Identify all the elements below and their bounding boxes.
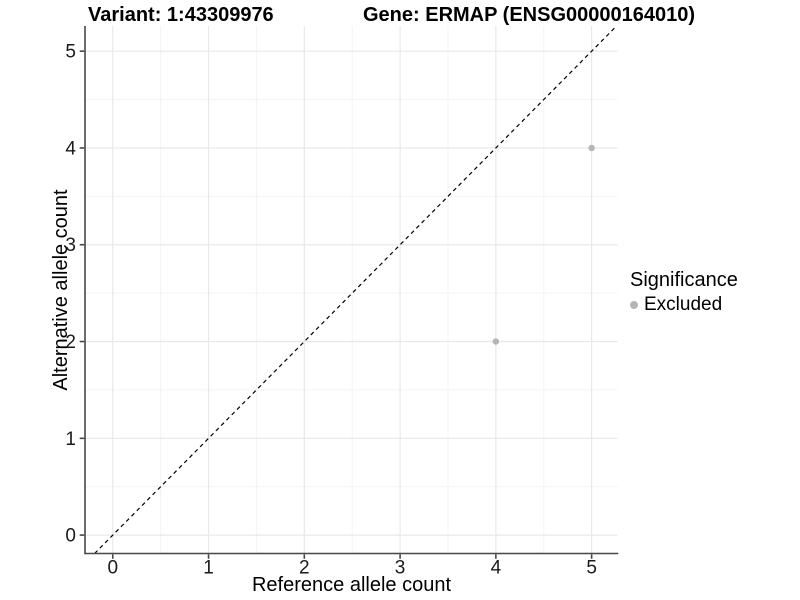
y-tick-label: 2 [65, 332, 76, 353]
x-axis-title: Reference allele count [251, 574, 451, 596]
y-tick-label: 1 [65, 429, 76, 450]
y-tick-label: 3 [65, 235, 76, 256]
legend-item-label: Excluded [644, 294, 723, 315]
y-tick-label: 0 [65, 526, 76, 547]
x-tick-label: 4 [491, 558, 502, 579]
y-axis-title: Alternative allele count [50, 189, 72, 391]
legend: Significance Excluded [630, 268, 738, 316]
data-point [588, 144, 595, 152]
identity-dashed-line [94, 25, 617, 554]
y-tick-label: 4 [65, 138, 76, 159]
plot-title-gene: Gene: ERMAP (ENSG00000164010) [363, 4, 696, 26]
y-tick-label: 5 [65, 42, 76, 63]
x-tick-label: 1 [203, 558, 214, 579]
data-point [492, 338, 500, 345]
x-tick-label: 5 [586, 558, 597, 579]
plot-title-variant: Variant: 1:43309976 [88, 4, 274, 26]
x-tick-label: 0 [107, 558, 118, 579]
legend-title: Significance [630, 269, 738, 291]
x-tick-label: 2 [299, 558, 310, 579]
x-tick-label: 3 [395, 558, 406, 579]
legend-item-excluded: Excluded [630, 294, 738, 316]
legend-point-icon [630, 301, 638, 309]
